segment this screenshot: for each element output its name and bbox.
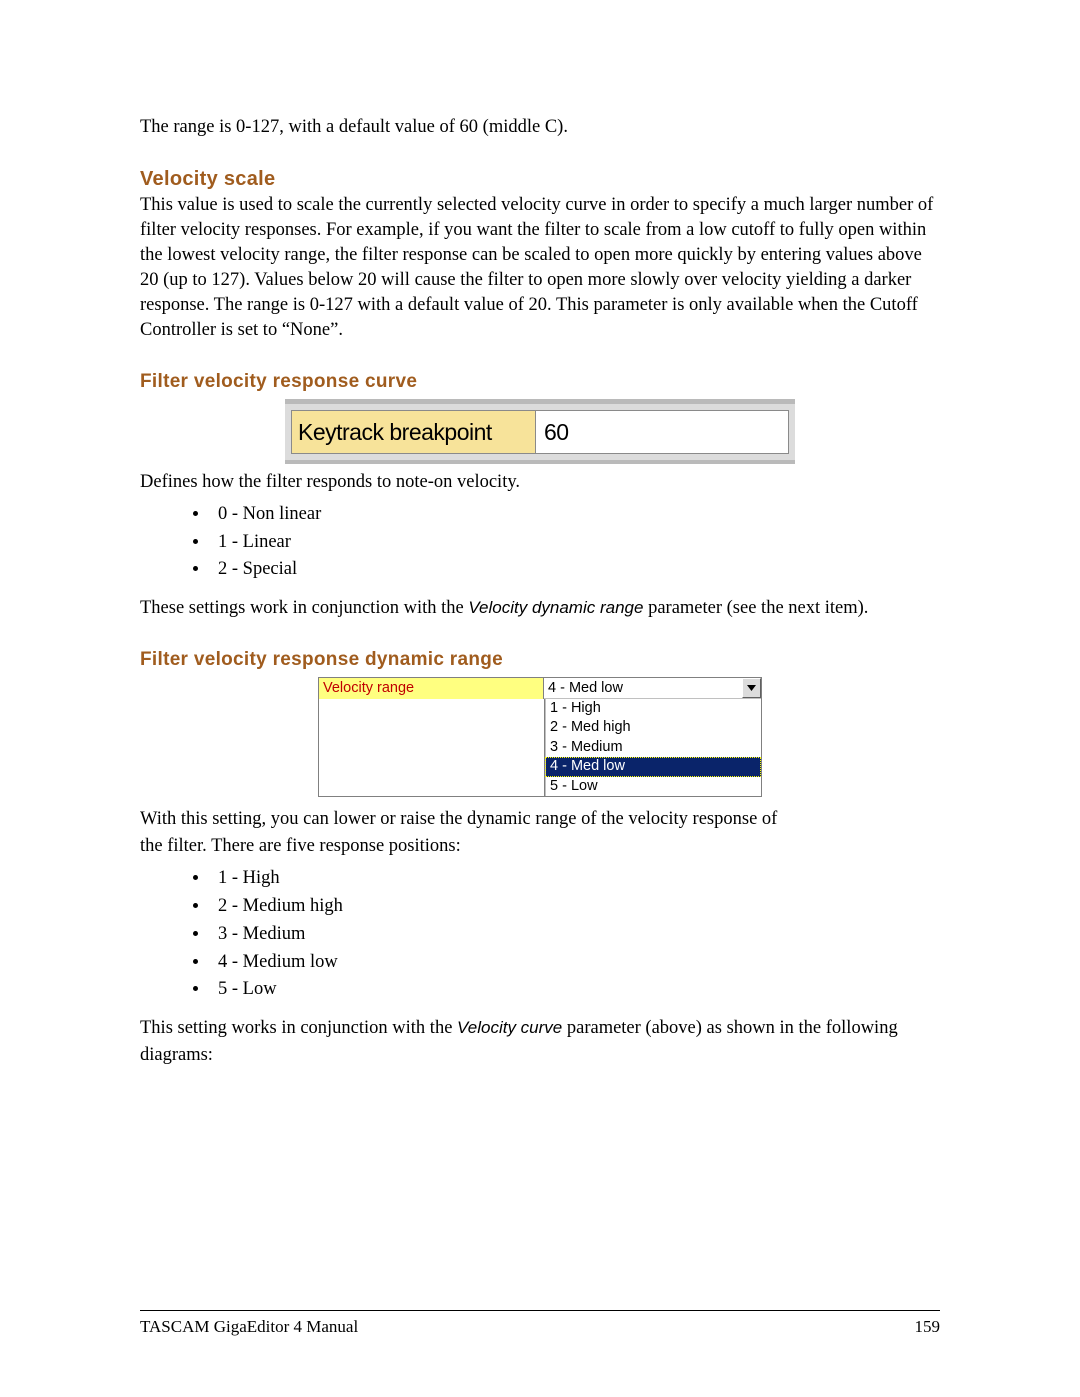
list-item: 1 - Linear [210,529,940,557]
list-item: 4 - Medium low [210,949,940,977]
keytrack-label-cell: Keytrack breakpoint [291,410,536,454]
list-item: 2 - Medium high [210,893,940,921]
text-run: parameter (see the next item). [643,598,868,618]
intro-text: The range is 0-127, with a default value… [140,115,940,140]
list-item: 3 - Medium [210,921,940,949]
page-footer: TASCAM GigaEditor 4 Manual 159 [140,1310,940,1337]
list-item: 1 - High [210,865,940,893]
dynrange-body-2: the filter. There are five response posi… [140,834,940,859]
dynrange-tail-text: This setting works in conjunction with t… [140,1016,940,1041]
list-item[interactable]: 3 - Medium [545,738,761,758]
heading-filter-velocity-dynamic-range: Filter velocity response dynamic range [140,649,940,671]
list-item[interactable]: 2 - Med high [545,718,761,738]
page: The range is 0-127, with a default value… [0,0,1080,1397]
velocity-scale-body: This value is used to scale the currentl… [140,193,940,343]
text-run: These settings work in conjunction with … [140,598,468,618]
curve-defines-text: Defines how the filter responds to note-… [140,470,940,495]
keytrack-value-cell[interactable]: 60 [536,410,789,454]
list-item: 2 - Special [210,556,940,584]
term-velocity-curve: Velocity curve [457,1018,562,1037]
dynrange-bullet-list: 1 - High 2 - Medium high 3 - Medium 4 - … [140,865,940,1004]
text-run: This setting works in conjunction with t… [140,1018,457,1038]
footer-title: TASCAM GigaEditor 4 Manual [140,1317,358,1337]
text-run: parameter (above) as shown in the follow… [562,1018,897,1038]
curve-tail-text: These settings work in conjunction with … [140,596,940,621]
page-number: 159 [915,1317,941,1337]
dynrange-tail-text-2: diagrams: [140,1043,940,1068]
velocity-range-figure: Velocity range 4 - Med low 1 - High 2 - … [140,677,940,802]
term-velocity-dynamic-range: Velocity dynamic range [468,598,643,617]
list-item[interactable]: 1 - High [545,699,761,719]
chevron-down-icon[interactable] [742,678,761,698]
velocity-range-label: Velocity range [319,678,544,699]
list-item[interactable]: 5 - Low [545,777,761,797]
curve-bullet-list: 0 - Non linear 1 - Linear 2 - Special [140,501,940,584]
list-item: 0 - Non linear [210,501,940,529]
heading-filter-velocity-curve: Filter velocity response curve [140,371,940,393]
velocity-range-select[interactable]: 4 - Med low [544,678,761,699]
dynrange-body-1: With this setting, you can lower or rais… [140,807,940,832]
heading-velocity-scale: Velocity scale [140,168,940,191]
velocity-range-option-list[interactable]: 1 - High 2 - Med high 3 - Medium 4 - Med… [545,699,761,797]
list-item: 5 - Low [210,976,940,1004]
velocity-range-selected-value: 4 - Med low [544,678,742,698]
list-item[interactable]: 4 - Med low [545,757,761,777]
keytrack-figure: Keytrack breakpoint 60 [140,399,940,464]
